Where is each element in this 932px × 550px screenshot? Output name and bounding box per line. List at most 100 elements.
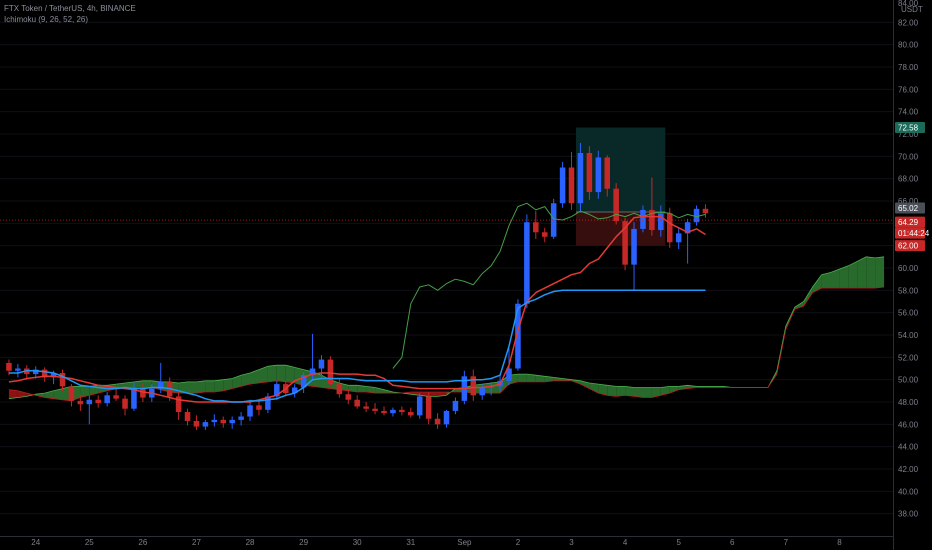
indicator-title: Ichimoku (9, 26, 52, 26) — [4, 15, 89, 24]
x-tick-label: 26 — [138, 538, 147, 547]
candle-body — [363, 406, 369, 409]
cloud-segment — [142, 380, 152, 388]
candle-body — [675, 233, 682, 243]
cloud-segment — [357, 385, 367, 392]
cloud-segment — [544, 376, 554, 382]
candle-body — [470, 376, 477, 396]
cloud-segment — [348, 385, 358, 392]
candle-body — [122, 398, 128, 409]
y-tick-label: 80.00 — [898, 41, 919, 50]
x-tick-label: 3 — [569, 538, 574, 547]
candle-body — [693, 208, 700, 223]
candle-body — [175, 396, 182, 413]
lagging-line — [392, 202, 706, 369]
x-tick-label: 5 — [676, 538, 681, 547]
x-tick-label: Sep — [457, 538, 472, 547]
y-tick-label: 66.00 — [898, 197, 919, 206]
cloud-segment — [794, 301, 804, 310]
cloud-segment — [839, 265, 849, 289]
candle-body — [229, 419, 235, 424]
grid — [0, 21, 893, 515]
x-tick-label: 28 — [246, 538, 255, 547]
candle-body — [425, 396, 432, 419]
y-tick-label: 50.00 — [898, 376, 919, 385]
candle-body — [184, 412, 191, 421]
candle-body — [613, 188, 619, 222]
y-axis-unit: USDT — [901, 5, 923, 14]
last-price-tag-label: 64.29 — [898, 218, 919, 227]
candle-body — [640, 209, 646, 229]
y-tick-label: 58.00 — [898, 286, 919, 295]
entry-price-tag-label: 65.02 — [898, 204, 919, 213]
cloud-segment — [80, 386, 90, 398]
candle-body — [6, 362, 12, 371]
x-tick-label: 6 — [730, 538, 735, 547]
candle-body — [41, 369, 48, 378]
cloud-segment — [250, 369, 259, 385]
cloud-segment — [17, 390, 27, 398]
candle-body — [193, 420, 200, 427]
candle-body — [684, 222, 691, 234]
candle-body — [354, 399, 360, 407]
candle-body — [291, 387, 298, 394]
candle-body — [318, 359, 325, 369]
y-tick-label: 40.00 — [898, 487, 919, 496]
candle-body — [515, 303, 521, 369]
symbol-title: FTX Token / TetherUS, 4h, BINANCE — [4, 4, 136, 13]
cloud-segment — [53, 388, 63, 400]
candle-body — [50, 372, 57, 378]
cloud-segment — [517, 374, 527, 382]
cloud-segment — [366, 386, 376, 394]
candle-body — [104, 395, 110, 404]
candle-body — [568, 167, 575, 204]
cloud-segment — [821, 272, 831, 289]
y-tick-label: 68.00 — [898, 175, 919, 184]
cloud-segment — [803, 287, 813, 306]
y-tick-label: 76.00 — [898, 85, 919, 94]
candle-body — [595, 157, 602, 193]
y-tick-label: 44.00 — [898, 443, 919, 452]
y-tick-label: 74.00 — [898, 108, 919, 117]
cloud-segment — [875, 256, 885, 289]
cloud-segment — [535, 375, 545, 382]
candle-body — [452, 400, 459, 411]
candle-body — [390, 409, 396, 414]
candle-body — [32, 369, 39, 375]
y-tick-label: 52.00 — [898, 353, 919, 362]
y-tick-label: 70.00 — [898, 152, 919, 161]
cloud-segment — [428, 392, 438, 397]
candle-body — [113, 395, 119, 399]
cloud-segment — [125, 381, 134, 388]
cloud-segment — [598, 384, 608, 396]
candle-body — [256, 405, 262, 410]
cloud-segment — [625, 386, 634, 397]
cloud-segment — [857, 256, 867, 289]
cloud-segment — [643, 387, 652, 398]
x-tick-label: 2 — [516, 538, 521, 547]
candle-body — [631, 228, 637, 265]
stop-price-tag-bg — [895, 240, 925, 252]
cloud-segment — [607, 385, 617, 397]
candle-body — [247, 405, 253, 417]
y-axis-top-value: 84.00 — [898, 0, 919, 8]
y-tick-label: 60.00 — [898, 264, 919, 273]
x-tick-label: 4 — [623, 538, 628, 547]
y-tick-label: 46.00 — [898, 420, 919, 429]
y-tick-label: 56.00 — [898, 309, 919, 318]
candle-body — [211, 419, 218, 423]
candle-body — [15, 368, 21, 371]
candle-body — [68, 386, 75, 401]
x-tick-label: 29 — [299, 538, 308, 547]
candle-body — [702, 208, 709, 214]
cloud-segment — [375, 387, 384, 394]
cloud-segment — [616, 386, 626, 397]
candle-body — [220, 419, 227, 424]
candle-body — [59, 372, 66, 387]
cloud-segment — [812, 274, 822, 293]
last-price-tag-bg — [895, 216, 925, 228]
y-tick-label: 82.00 — [898, 18, 919, 27]
cloud-segment — [267, 365, 277, 382]
